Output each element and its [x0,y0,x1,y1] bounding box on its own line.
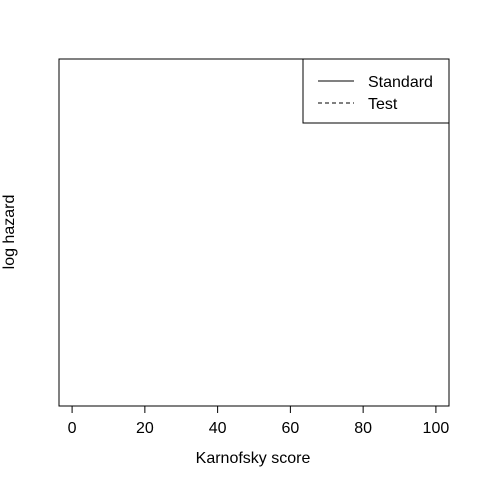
x-tick-label: 0 [68,420,77,437]
legend-label-standard: Standard [368,74,433,91]
x-tick-label: 80 [354,420,372,437]
x-tick-label: 20 [136,420,154,437]
legend-label-test: Test [368,96,398,113]
x-tick-label: 100 [423,420,450,437]
x-tick-label: 60 [281,420,299,437]
x-tick-label: 40 [209,420,227,437]
y-axis-label: log hazard [1,195,18,270]
legend-box [302,58,450,124]
legend: Standard Test [302,58,450,124]
x-axis-label: Karnofsky score [196,450,311,467]
x-axis: 0 20 40 60 80 100 [68,405,450,437]
